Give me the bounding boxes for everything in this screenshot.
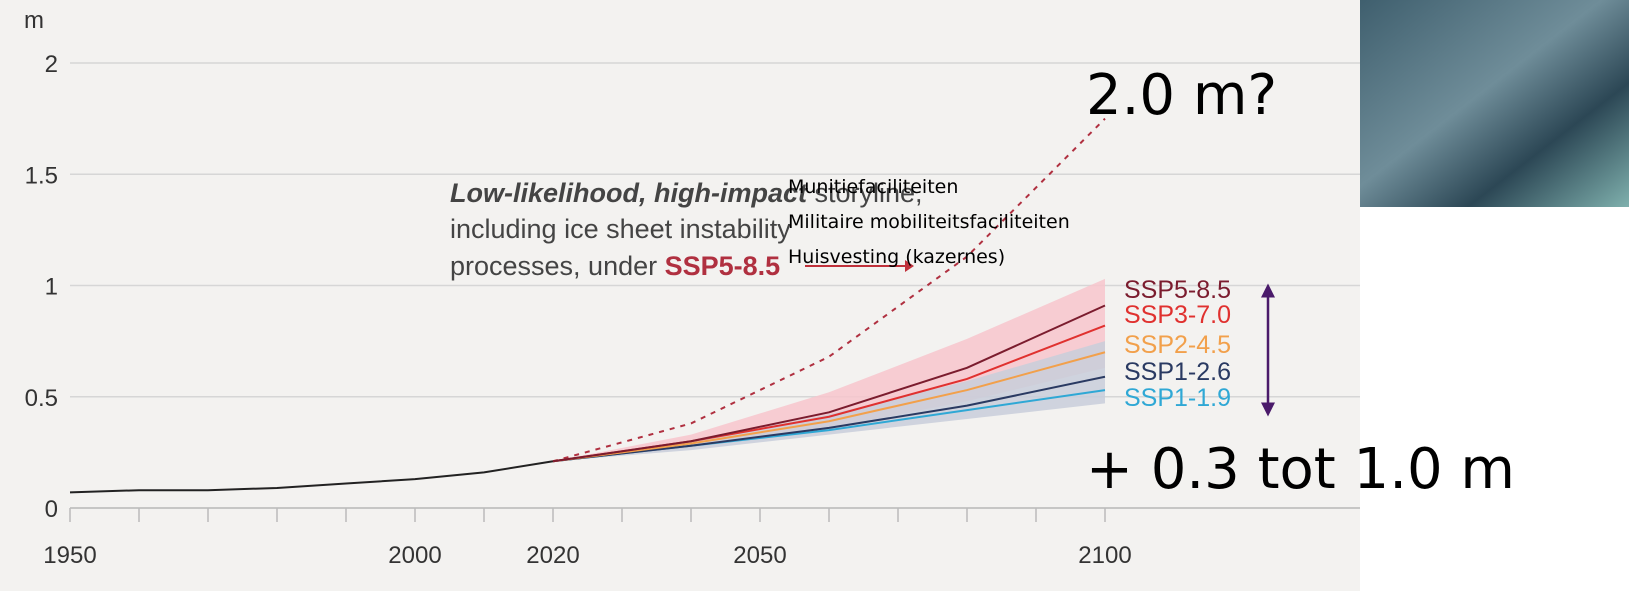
y-tick-label: 0 xyxy=(45,496,58,523)
annotation-emphasis: Low-likelihood, high-impact xyxy=(450,178,808,208)
annotation-text: processes, under xyxy=(450,251,665,281)
legend-label: SSP2-4.5 xyxy=(1124,331,1231,359)
y-unit: m xyxy=(24,7,44,34)
annotation-arrowhead xyxy=(905,260,914,272)
series-line xyxy=(552,375,1106,463)
glacier-photo xyxy=(1360,0,1629,207)
legend-label: SSP3-7.0 xyxy=(1124,301,1231,329)
x-tick-label: 2100 xyxy=(1078,542,1131,569)
legend-label: SSP5-8.5 xyxy=(1124,276,1231,304)
x-tick-label: 1950 xyxy=(43,542,96,569)
x-tick-label: 2020 xyxy=(526,542,579,569)
y-tick-label: 0.5 xyxy=(25,385,58,412)
uncertainty-band xyxy=(553,341,1105,462)
historical-line xyxy=(69,460,554,494)
range-arrowhead xyxy=(1261,283,1275,298)
legend-label: SSP1-2.6 xyxy=(1124,358,1231,386)
plot-background xyxy=(0,0,1360,591)
upper-label: 2.0 m? xyxy=(1086,63,1277,128)
legend-label: SSP1-1.9 xyxy=(1124,384,1231,412)
series-line xyxy=(552,351,1106,463)
x-tick-label: 2050 xyxy=(733,542,786,569)
storyline-line xyxy=(552,117,1106,463)
y-tick-label: 1.5 xyxy=(25,162,58,189)
overlay-item: Munitiefaciliteiten xyxy=(788,176,958,198)
annotation-scenario: SSP5-8.5 xyxy=(665,251,781,281)
annotation-line1: Low-likelihood, high-impact storyline, xyxy=(450,178,923,208)
overlay-item: Huisvesting (kazernes) xyxy=(788,246,1005,268)
range-arrowhead xyxy=(1261,402,1275,417)
x-tick-label: 2000 xyxy=(388,542,441,569)
range-label: + 0.3 tot 1.0 m xyxy=(1086,437,1515,502)
annotation-line2: including ice sheet instability xyxy=(450,214,791,244)
overlay-item: Militaire mobiliteitsfaciliteiten xyxy=(788,211,1070,233)
y-tick-label: 1 xyxy=(45,274,58,301)
series-line xyxy=(552,304,1106,463)
y-tick-label: 2 xyxy=(45,51,58,78)
annotation-line3: processes, under SSP5-8.5 xyxy=(450,251,780,281)
annotation-text: storyline, xyxy=(807,178,923,208)
